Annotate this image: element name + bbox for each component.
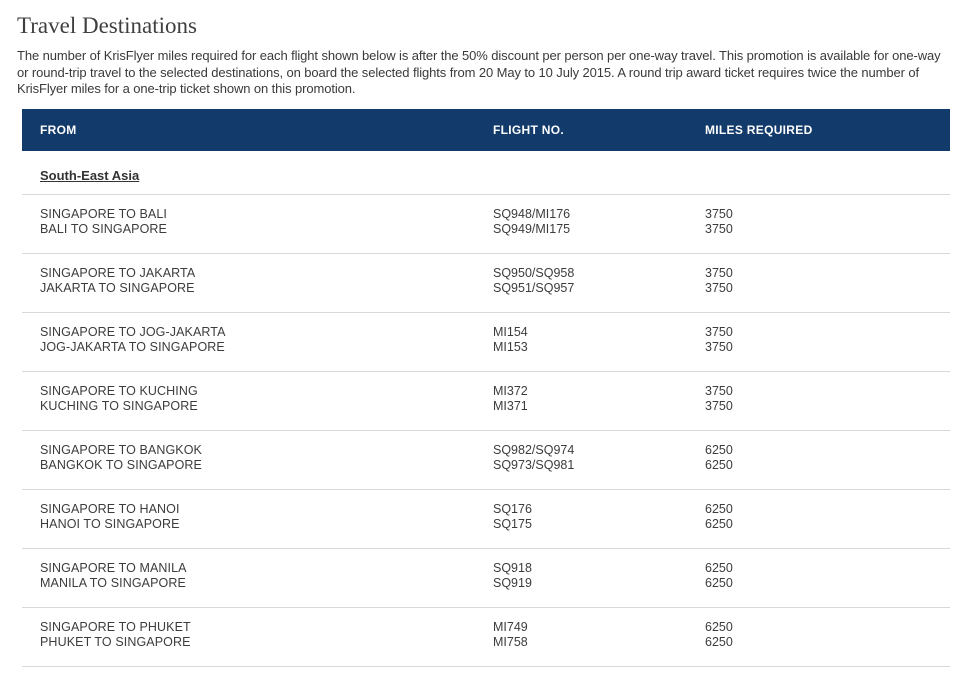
flight-no-outbound: SQ918 [493,560,532,575]
miles-return: 6250 [705,634,733,649]
page-title: Travel Destinations [17,13,197,38]
miles-cell: 3750 3750 [705,384,950,414]
miles-cell: 6250 6250 [705,443,950,473]
miles-outbound: 3750 [705,324,733,339]
miles-return: 6250 [705,575,733,590]
flight-no-outbound: MI749 [493,619,528,634]
route-outbound: SINGAPORE TO JAKARTA [40,265,196,280]
miles-return: 3750 [705,398,733,413]
route-outbound: SINGAPORE TO HANOI [40,501,180,516]
miles-outbound: 6250 [705,619,733,634]
flight-no-cell: SQ948/MI176 SQ949/MI175 [493,207,705,237]
miles-table: FROM FLIGHT NO. MILES REQUIRED South-Eas… [22,108,950,667]
flight-no-cell: SQ982/SQ974 SQ973/SQ981 [493,443,705,473]
miles-cell: 3750 3750 [705,207,950,237]
flight-no-return: SQ951/SQ957 [493,280,575,295]
route-outbound: SINGAPORE TO PHUKET [40,619,191,634]
flight-no-return: SQ175 [493,516,532,531]
route-return: MANILA TO SINGAPORE [40,575,186,590]
flight-no-outbound: SQ948/MI176 [493,206,571,221]
route-cell: SINGAPORE TO KUCHING KUCHING TO SINGAPORE [22,384,493,414]
miles-cell: 6250 6250 [705,620,950,650]
flight-no-outbound: SQ950/SQ958 [493,265,575,280]
route-outbound: SINGAPORE TO JOG-JAKARTA [40,324,226,339]
region-section-row: South-East Asia [22,151,950,195]
flight-no-return: MI758 [493,634,528,649]
flight-no-return: SQ973/SQ981 [493,457,575,472]
miles-cell: 3750 3750 [705,325,950,355]
route-return: KUCHING TO SINGAPORE [40,398,198,413]
flight-no-return: SQ919 [493,575,532,590]
miles-return: 6250 [705,516,733,531]
flight-no-return: MI153 [493,339,528,354]
route-outbound: SINGAPORE TO BANGKOK [40,442,202,457]
flight-no-cell: MI749 MI758 [493,620,705,650]
route-cell: SINGAPORE TO JAKARTA JAKARTA TO SINGAPORE [22,266,493,296]
table-row: SINGAPORE TO KUCHING KUCHING TO SINGAPORE… [22,372,950,431]
miles-outbound: 6250 [705,442,733,457]
route-cell: SINGAPORE TO JOG-JAKARTA JOG-JAKARTA TO S… [22,325,493,355]
miles-return: 3750 [705,280,733,295]
flight-no-return: MI371 [493,398,528,413]
miles-return: 6250 [705,457,733,472]
flight-no-outbound: SQ176 [493,501,532,516]
miles-outbound: 3750 [705,206,733,221]
flight-no-outbound: SQ982/SQ974 [493,442,575,457]
column-header-flight-no: FLIGHT NO. [493,122,564,137]
route-outbound: SINGAPORE TO KUCHING [40,383,198,398]
flight-no-cell: SQ950/SQ958 SQ951/SQ957 [493,266,705,296]
route-outbound: SINGAPORE TO BALI [40,206,167,221]
route-cell: SINGAPORE TO BALI BALI TO SINGAPORE [22,207,493,237]
route-cell: SINGAPORE TO HANOI HANOI TO SINGAPORE [22,502,493,532]
flight-no-cell: SQ176 SQ175 [493,502,705,532]
route-return: PHUKET TO SINGAPORE [40,634,191,649]
region-section-label: South-East Asia [40,167,140,183]
route-outbound: SINGAPORE TO MANILA [40,560,187,575]
table-row: SINGAPORE TO HANOI HANOI TO SINGAPORE SQ17… [22,490,950,549]
table-row: SINGAPORE TO MANILA MANILA TO SINGAPORE SQ… [22,549,950,608]
table-body: SINGAPORE TO BALI BALI TO SINGAPORE SQ948/… [22,195,950,667]
route-cell: SINGAPORE TO MANILA MANILA TO SINGAPORE [22,561,493,591]
flight-no-cell: SQ918 SQ919 [493,561,705,591]
table-row: SINGAPORE TO BANGKOK BANGKOK TO SINGAPORE… [22,431,950,490]
flight-no-cell: MI154 MI153 [493,325,705,355]
flight-no-return: SQ949/MI175 [493,221,571,236]
miles-outbound: 6250 [705,560,733,575]
table-row: SINGAPORE TO PHUKET PHUKET TO SINGAPORE MI… [22,608,950,667]
miles-return: 3750 [705,221,733,236]
route-cell: SINGAPORE TO BANGKOK BANGKOK TO SINGAPORE [22,443,493,473]
route-return: HANOI TO SINGAPORE [40,516,180,531]
route-cell: SINGAPORE TO PHUKET PHUKET TO SINGAPORE [22,620,493,650]
table-row: SINGAPORE TO JAKARTA JAKARTA TO SINGAPORE… [22,254,950,313]
route-return: JOG-JAKARTA TO SINGAPORE [40,339,225,354]
promotion-description: The number of KrisFlyer miles required f… [17,48,941,96]
route-return: BANGKOK TO SINGAPORE [40,457,202,472]
table-header-row: FROM FLIGHT NO. MILES REQUIRED [22,108,950,151]
miles-cell: 6250 6250 [705,561,950,591]
flight-no-outbound: MI372 [493,383,528,398]
route-return: JAKARTA TO SINGAPORE [40,280,195,295]
miles-cell: 3750 3750 [705,266,950,296]
route-return: BALI TO SINGAPORE [40,221,167,236]
column-header-from: FROM [40,122,77,137]
miles-cell: 6250 6250 [705,502,950,532]
miles-outbound: 6250 [705,501,733,516]
table-row: SINGAPORE TO JOG-JAKARTA JOG-JAKARTA TO S… [22,313,950,372]
table-row: SINGAPORE TO BALI BALI TO SINGAPORE SQ948/… [22,195,950,254]
flight-no-cell: MI372 MI371 [493,384,705,414]
miles-outbound: 3750 [705,383,733,398]
flight-no-outbound: MI154 [493,324,528,339]
column-header-miles-required: MILES REQUIRED [705,122,813,137]
miles-outbound: 3750 [705,265,733,280]
miles-return: 3750 [705,339,733,354]
